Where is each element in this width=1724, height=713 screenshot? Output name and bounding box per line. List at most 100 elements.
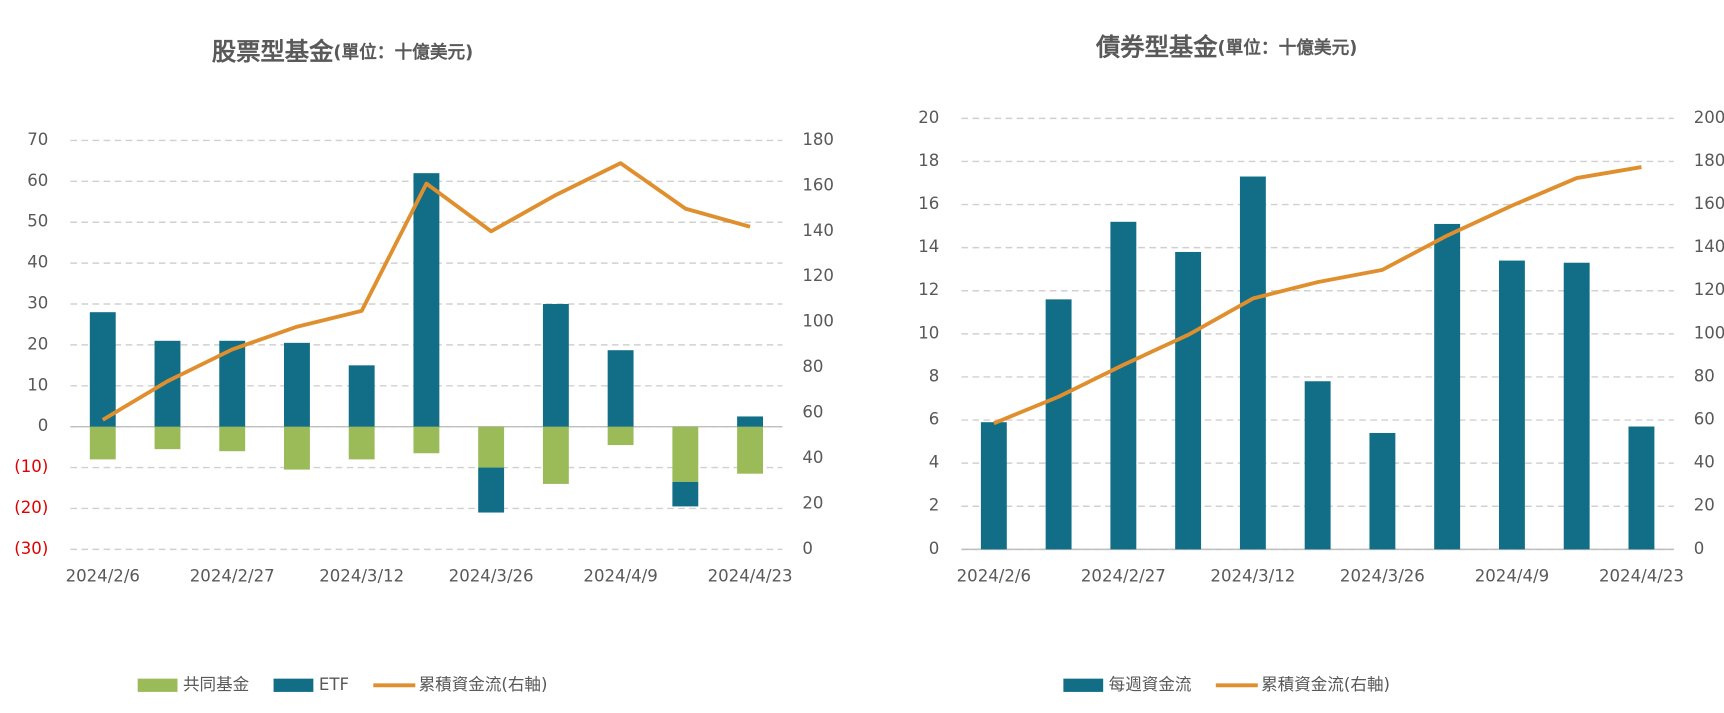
bar bbox=[478, 467, 505, 513]
bar bbox=[478, 426, 505, 468]
bar bbox=[284, 342, 310, 427]
y2-tick-label: 60 bbox=[1694, 410, 1715, 429]
chart-title: 股票型基金(單位：十億美元) bbox=[212, 37, 473, 66]
bar bbox=[672, 426, 699, 482]
y2-tick-label: 160 bbox=[1694, 194, 1724, 213]
y2-tick-label: 140 bbox=[802, 221, 834, 240]
chart-title: 債券型基金(單位：十億美元) bbox=[1095, 33, 1357, 62]
bar bbox=[1369, 432, 1396, 550]
y2-tick-label: 0 bbox=[1694, 539, 1705, 558]
bar bbox=[737, 426, 764, 474]
y-tick-label: 18 bbox=[918, 151, 939, 170]
bar bbox=[154, 426, 181, 450]
bar bbox=[737, 416, 764, 427]
y2-tick-label: 200 bbox=[1694, 108, 1724, 127]
y-tick-label: 12 bbox=[918, 280, 939, 299]
legend-swatch bbox=[273, 678, 314, 692]
legend-label: ETF bbox=[319, 675, 349, 694]
y2-tick-label: 80 bbox=[802, 357, 823, 376]
bar bbox=[1563, 262, 1590, 550]
bar bbox=[607, 426, 634, 446]
y2-tick-label: 100 bbox=[1694, 323, 1724, 342]
bar bbox=[348, 365, 375, 427]
y-tick-label: 40 bbox=[27, 253, 48, 272]
bar bbox=[542, 426, 569, 484]
bar bbox=[1239, 176, 1266, 550]
y2-tick-label: 20 bbox=[802, 493, 823, 512]
bar bbox=[1175, 251, 1202, 550]
y-tick-label: 20 bbox=[27, 334, 48, 353]
y2-tick-label: 100 bbox=[802, 312, 834, 331]
bar bbox=[219, 426, 246, 452]
y-tick-label: 2 bbox=[929, 496, 940, 515]
bar bbox=[1110, 221, 1137, 550]
y-tick-label: 70 bbox=[27, 130, 48, 149]
legend: 共同基金 ETF 累積資金流(右軸) bbox=[137, 675, 548, 694]
y-tick-label: 10 bbox=[918, 323, 939, 342]
y-tick-label: 60 bbox=[27, 171, 48, 190]
y-tick-label: 8 bbox=[929, 366, 940, 385]
bar bbox=[1628, 426, 1655, 550]
bar bbox=[89, 312, 116, 427]
line bbox=[993, 165, 1642, 426]
y2-tick-label: 0 bbox=[802, 539, 813, 558]
legend-label: 共同基金 bbox=[183, 675, 250, 694]
y2-tick-label: 80 bbox=[1694, 366, 1715, 385]
y-tick-label: 0 bbox=[38, 416, 49, 435]
legend-swatch bbox=[1063, 678, 1104, 692]
legend-swatch bbox=[137, 678, 178, 692]
y-tick-label: 4 bbox=[929, 453, 940, 472]
legend-label: 每週資金流 bbox=[1109, 675, 1192, 694]
y2-tick-label: 60 bbox=[802, 403, 823, 422]
y-tick-label: (20) bbox=[14, 498, 48, 517]
x-tick-label: 2024/2/27 bbox=[190, 566, 275, 585]
title-text: 股票型基金 bbox=[212, 37, 334, 66]
bar bbox=[1045, 299, 1072, 550]
x-tick-label: 2024/2/6 bbox=[957, 566, 1031, 585]
y-tick-label: 6 bbox=[929, 410, 940, 429]
x-tick-label: 2024/3/12 bbox=[1210, 566, 1295, 585]
x-tick-label: 2024/4/9 bbox=[1475, 566, 1549, 585]
y2-tick-label: 120 bbox=[802, 266, 834, 285]
y-tick-label: 16 bbox=[918, 194, 939, 213]
x-tick-label: 2024/2/27 bbox=[1081, 566, 1166, 585]
legend-label: 累積資金流(右軸) bbox=[419, 675, 548, 694]
legend-label: 累積資金流(右軸) bbox=[1261, 675, 1390, 694]
bar bbox=[1498, 260, 1525, 550]
bar bbox=[980, 422, 1007, 550]
y2-tick-label: 180 bbox=[1694, 151, 1724, 170]
line bbox=[101, 161, 751, 422]
y-tick-label: 20 bbox=[918, 108, 939, 127]
x-tick-label: 2024/3/12 bbox=[319, 566, 404, 585]
unit-text: (單位：十億美元) bbox=[333, 41, 473, 63]
x-tick-label: 2024/2/6 bbox=[66, 566, 140, 585]
bar bbox=[89, 426, 116, 460]
y2-tick-label: 40 bbox=[1694, 453, 1715, 472]
y-tick-label: (30) bbox=[14, 539, 48, 558]
y-tick-label: 0 bbox=[929, 539, 940, 558]
x-tick-label: 2024/3/26 bbox=[449, 566, 534, 585]
x-tick-label: 2024/4/23 bbox=[1599, 566, 1684, 585]
bar bbox=[607, 350, 634, 427]
bar bbox=[1434, 223, 1461, 550]
y2-tick-label: 180 bbox=[802, 130, 834, 149]
bar bbox=[154, 340, 181, 427]
x-tick-label: 2024/3/26 bbox=[1340, 566, 1425, 585]
y-tick-label: 14 bbox=[918, 237, 939, 256]
y-tick-label: 30 bbox=[27, 294, 48, 313]
y-tick-label: 10 bbox=[27, 375, 48, 394]
y2-tick-label: 40 bbox=[802, 448, 823, 467]
bar bbox=[672, 481, 699, 507]
x-tick-label: 2024/4/23 bbox=[708, 566, 793, 585]
title-text: 債券型基金 bbox=[1095, 33, 1218, 62]
y2-tick-label: 160 bbox=[802, 175, 834, 194]
bar bbox=[413, 173, 440, 427]
y2-tick-label: 140 bbox=[1694, 237, 1724, 256]
x-tick-label: 2024/4/9 bbox=[583, 566, 657, 585]
bar bbox=[542, 304, 569, 427]
y2-tick-label: 120 bbox=[1694, 280, 1724, 299]
bar bbox=[348, 426, 375, 460]
bar bbox=[284, 426, 310, 470]
unit-text: (單位：十億美元) bbox=[1218, 37, 1358, 59]
